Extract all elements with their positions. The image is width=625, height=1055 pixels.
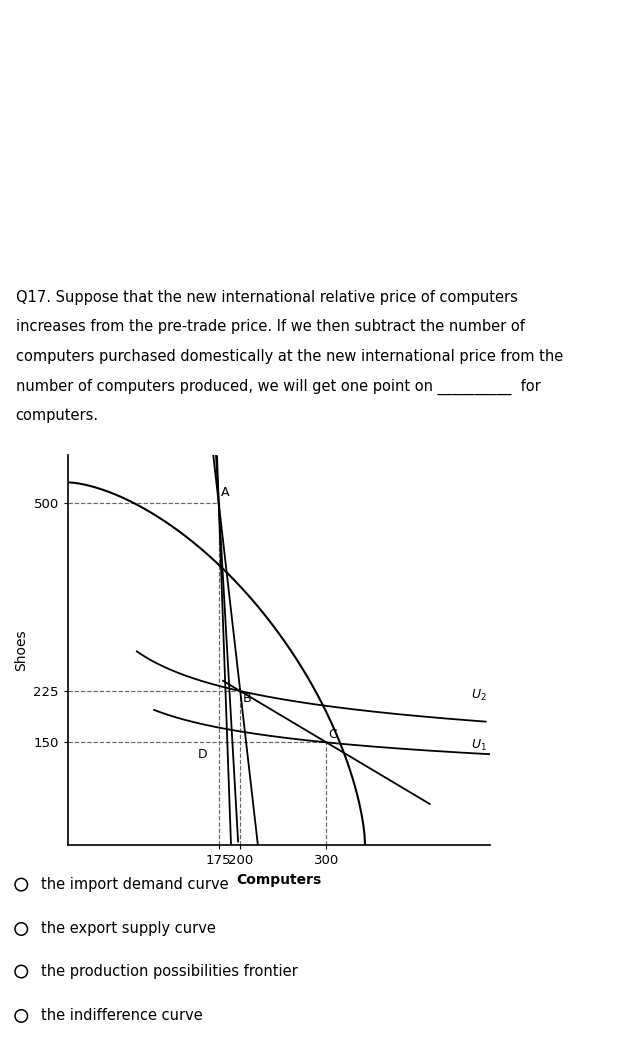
Text: the production possibilities frontier: the production possibilities frontier [41, 964, 298, 979]
Text: the indifference curve: the indifference curve [41, 1009, 202, 1023]
Y-axis label: Shoes: Shoes [14, 629, 28, 671]
Text: Q17. Suppose that the new international relative price of computers: Q17. Suppose that the new international … [16, 290, 518, 305]
Text: A: A [221, 485, 230, 499]
Text: D: D [198, 748, 208, 761]
X-axis label: Computers: Computers [236, 872, 322, 886]
Text: B: B [243, 692, 251, 705]
Text: increases from the pre-trade price. If we then subtract the number of: increases from the pre-trade price. If w… [16, 320, 524, 334]
Text: the export supply curve: the export supply curve [41, 921, 216, 937]
Text: $U_1$: $U_1$ [471, 738, 487, 753]
Text: computers purchased domestically at the new international price from the: computers purchased domestically at the … [16, 349, 563, 364]
Text: computers.: computers. [16, 408, 99, 423]
Text: the import demand curve: the import demand curve [41, 877, 228, 893]
Text: number of computers produced, we will get one point on __________  for: number of computers produced, we will ge… [16, 379, 541, 395]
Text: $U_2$: $U_2$ [471, 688, 487, 704]
Text: C: C [328, 728, 337, 741]
